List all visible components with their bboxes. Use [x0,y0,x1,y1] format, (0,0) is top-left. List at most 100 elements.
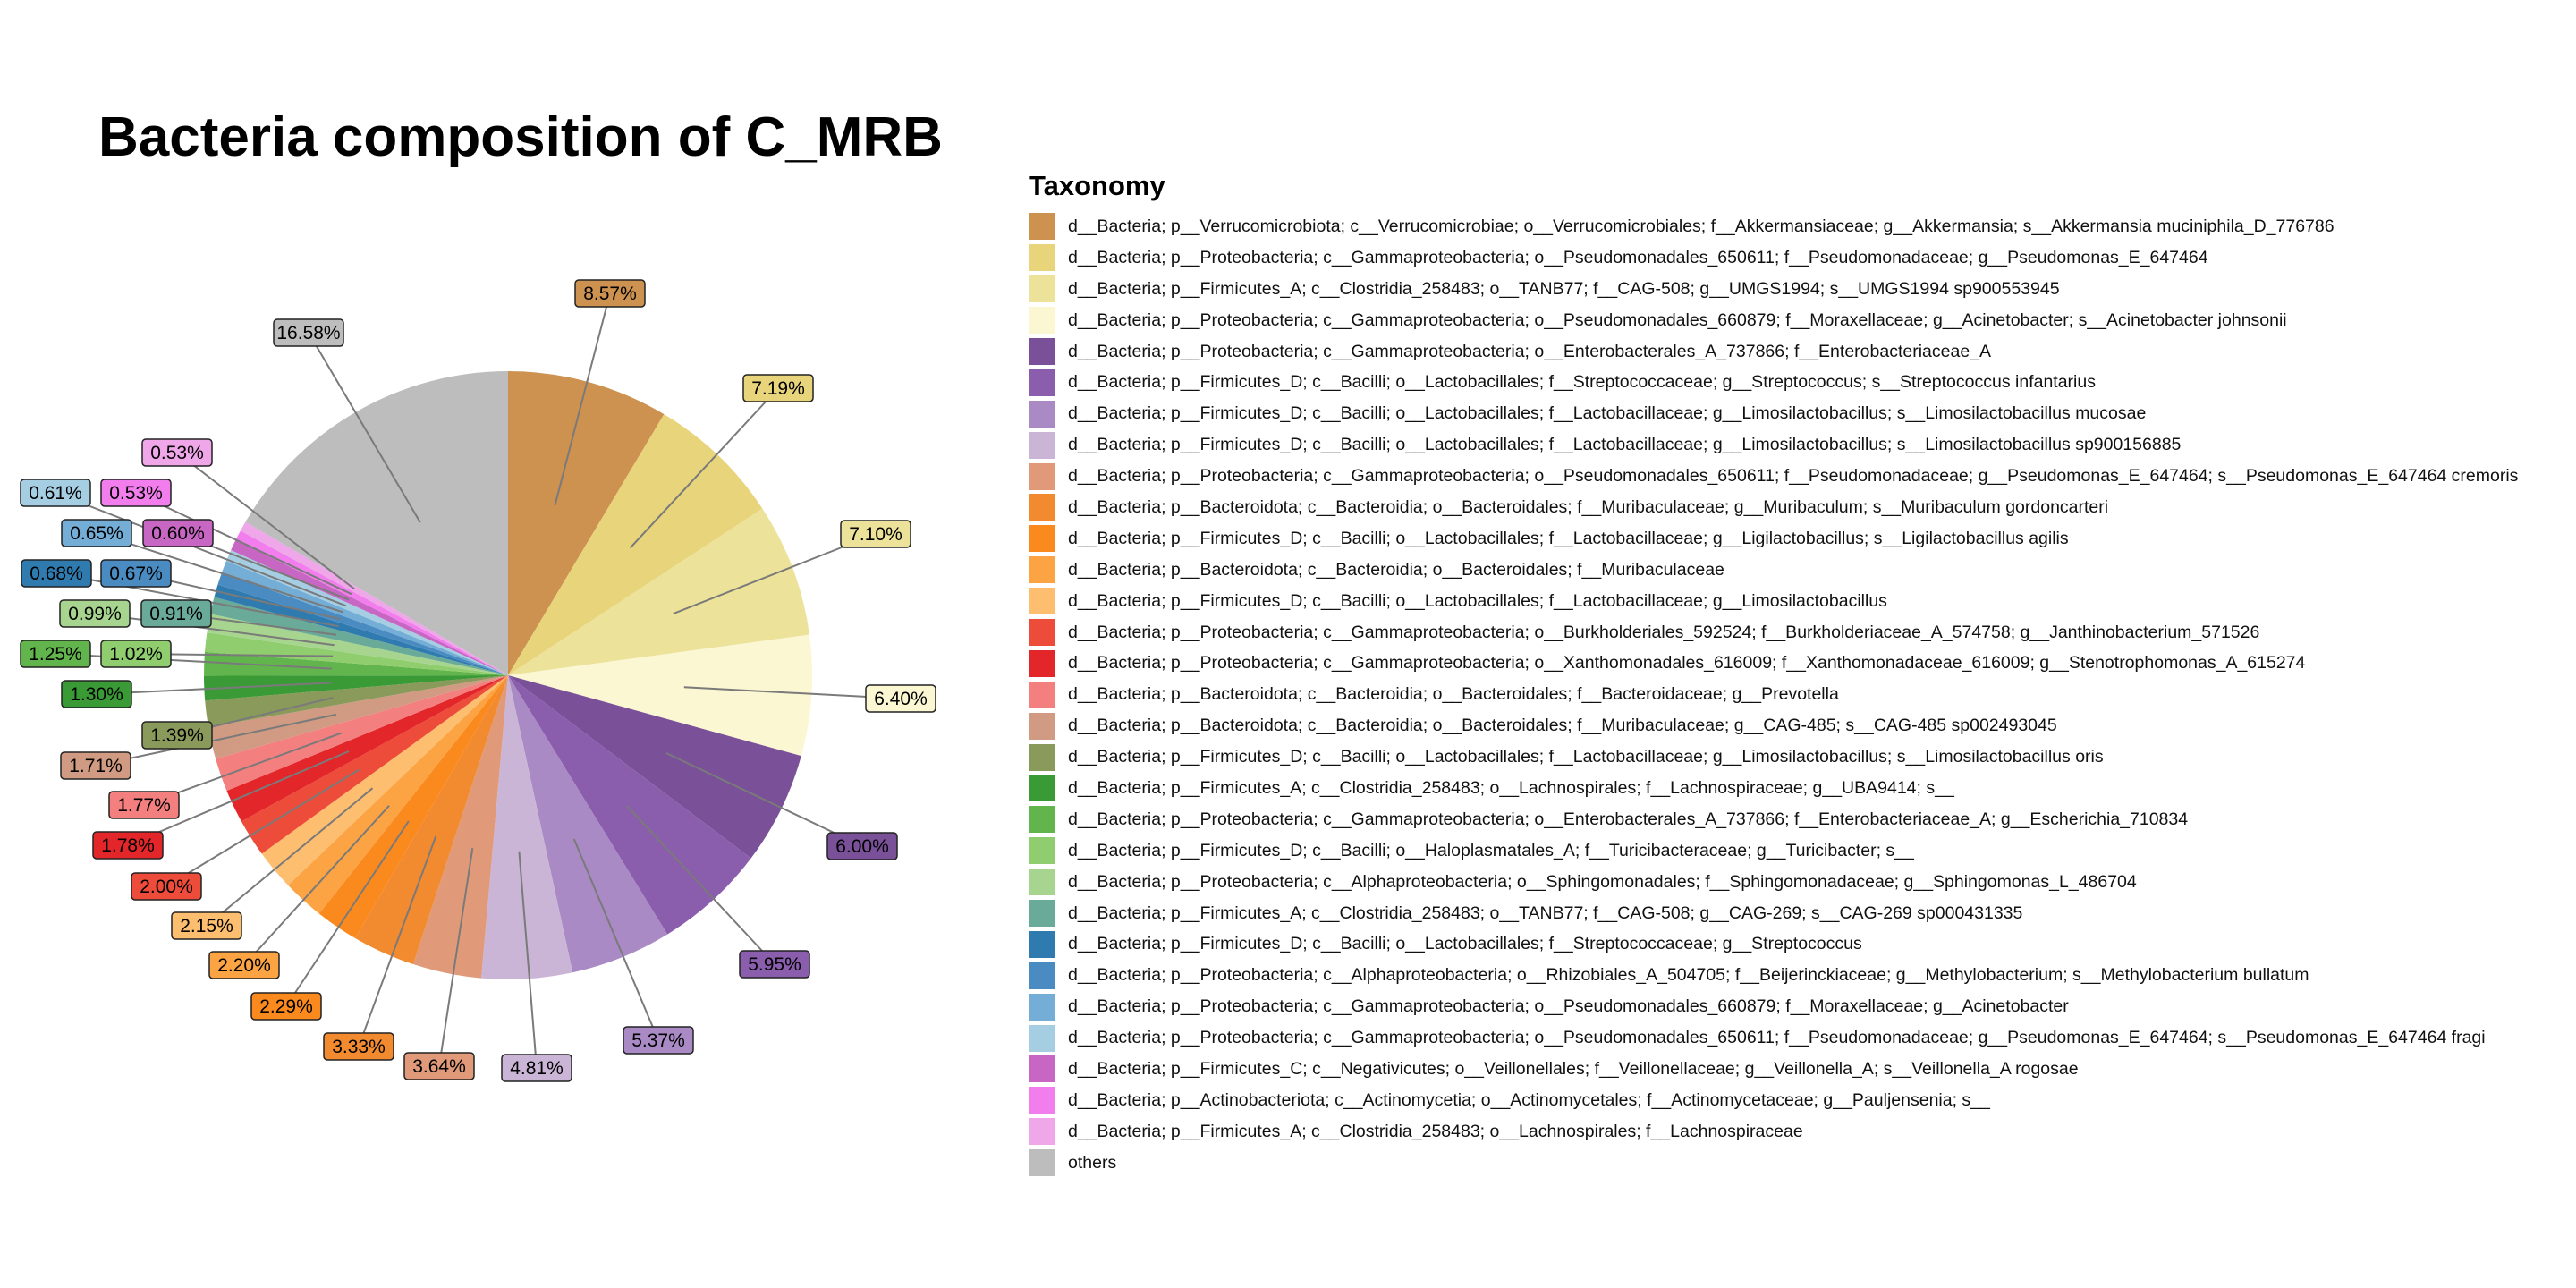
slice-label-text: 1.02% [109,644,163,665]
slice-label-box [60,751,131,780]
slice-label: 3.64% [403,1052,475,1080]
slice-label: 0.53% [100,479,172,507]
pie-slice [261,675,508,886]
legend-entry: d__Bacteria; p__Actinobacteriota; c__Act… [1029,1085,2518,1116]
pie-slice [481,675,573,980]
legend-entry: d__Bacteria; p__Proteobacteria; c__Gamma… [1029,242,2518,274]
slice-label-box [142,519,214,547]
slice-label-text: 5.95% [748,954,801,975]
slice-label-box [61,519,132,547]
slice-label-text: 1.78% [101,835,155,856]
legend-entry: d__Bacteria; p__Bacteroidota; c__Bactero… [1029,492,2518,523]
pie-slice [508,414,763,675]
leader-line [285,820,410,1007]
legend-entry: d__Bacteria; p__Proteobacteria; c__Gamma… [1029,336,2518,368]
legend-swatch [1029,806,1055,834]
slice-label-box [141,438,213,467]
legend-entry: d__Bacteria; p__Proteobacteria; c__Gamma… [1029,461,2518,492]
legend-label: d__Bacteria; p__Proteobacteria; c__Gamma… [1068,809,2189,829]
pie-slice [355,675,508,965]
legend-label: d__Bacteria; p__Bacteroidota; c__Bactero… [1068,716,2057,736]
legend-swatch [1029,307,1055,335]
pie-slices [203,371,812,980]
legend-swatch [1029,712,1055,740]
slice-label: 3.33% [323,1032,394,1061]
leader-line [176,452,355,590]
slice-label: 0.68% [21,559,92,588]
legend-label: d__Bacteria; p__Firmicutes_D; c__Bacilli… [1068,435,2182,455]
legend-swatch [1029,681,1055,708]
legend-swatch [1029,400,1055,428]
slice-label-text: 1.77% [117,795,171,816]
legend-entry: d__Bacteria; p__Proteobacteria; c__Gamma… [1029,991,2518,1022]
leader-line [94,613,335,647]
legend-swatch [1029,869,1055,896]
legend-swatch [1029,1024,1055,1052]
legend-label: d__Bacteria; p__Firmicutes_A; c__Clostri… [1068,777,1954,798]
legend-entry: d__Bacteria; p__Proteobacteria; c__Gamma… [1029,305,2518,336]
legend-swatch [1029,900,1055,928]
legend-label: d__Bacteria; p__Actinobacteriota; c__Act… [1068,1089,1990,1110]
slice-label-box [273,318,344,347]
legend-label: d__Bacteria; p__Firmicutes_D; c__Bacilli… [1068,747,2104,767]
leader-line [554,292,611,506]
legend-label: others [1068,1152,1117,1173]
legend-label: d__Bacteria; p__Firmicutes_D; c__Bacilli… [1068,372,2096,393]
slice-label-box [140,599,212,628]
legend-label: d__Bacteria; p__Proteobacteria; c__Alpha… [1068,871,2137,892]
slice-label-box [108,791,180,819]
legend-swatch [1029,494,1055,521]
legend-swatch [1029,213,1055,241]
legend-swatch [1029,525,1055,553]
slice-label-text: 6.00% [835,836,889,857]
slice-label-box [100,640,172,668]
leader-line [206,787,374,927]
pie-slice [226,675,508,822]
slice-label-text: 16.58% [276,323,340,343]
slice-label-text: 0.91% [149,604,203,624]
legend-label: d__Bacteria; p__Firmicutes_D; c__Bacilli… [1068,840,1914,860]
legend-entry: d__Bacteria; p__Firmicutes_A; c__Clostri… [1029,773,2518,804]
pie-slice [288,675,508,914]
legend-swatch [1029,275,1055,303]
legend-entry: d__Bacteria; p__Firmicutes_C; c__Negativ… [1029,1054,2518,1085]
legend-swatch [1029,1149,1055,1177]
pie-slice [508,675,751,935]
pie-slice [508,508,809,675]
legend-entry: d__Bacteria; p__Proteobacteria; c__Gamma… [1029,648,2518,679]
legend-label: d__Bacteria; p__Proteobacteria; c__Gamma… [1068,622,2260,642]
pie-slice [208,675,508,759]
slice-label: 6.00% [826,832,898,860]
slice-label: 1.77% [108,791,180,819]
leader-line [96,682,333,695]
leader-line [438,848,474,1067]
chart-title: Bacteria composition of C_MRB [98,106,943,168]
leader-line [55,492,347,607]
slice-label-text: 6.40% [874,689,928,709]
slice-label: 2.20% [208,951,280,979]
pie-slice [222,560,508,675]
pie-slice [508,371,665,675]
pie-slice [231,539,508,675]
slice-label-text: 1.39% [150,725,204,746]
legend-label: d__Bacteria; p__Proteobacteria; c__Gamma… [1068,466,2519,487]
pie-slice [508,634,812,757]
legend-swatch [1029,369,1055,396]
slice-label: 1.02% [100,640,172,668]
legend-entry: d__Bacteria; p__Firmicutes_A; c__Clostri… [1029,898,2518,929]
legend-title: Taxonomy [1029,170,1165,201]
legend-swatch [1029,431,1055,459]
legend: Taxonomy d__Bacteria; p__Verrucomicrobio… [1029,170,2518,1179]
slice-label: 5.37% [623,1026,694,1055]
slice-label-text: 4.81% [510,1058,564,1079]
slice-label-box [92,831,164,860]
slice-label: 0.67% [100,559,172,588]
slice-label-text: 0.99% [68,604,122,624]
legend-entry: d__Bacteria; p__Firmicutes_D; c__Bacilli… [1029,835,2518,867]
pie-chart: 8.57% 7.19% 7.10% 6.40% 6.00% 5.95% 5.37% 4.81%… [20,279,936,1082]
slice-label-text: 0.53% [109,483,163,504]
legend-label: d__Bacteria; p__Proteobacteria; c__Gamma… [1068,247,2208,267]
slice-label-box [403,1052,475,1080]
slice-label-box [501,1054,572,1082]
leader-line [665,752,863,847]
